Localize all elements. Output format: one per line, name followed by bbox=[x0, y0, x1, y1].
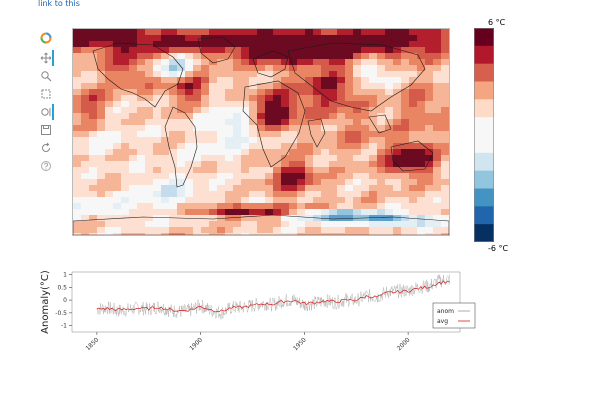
wheel-zoom-icon[interactable] bbox=[38, 104, 54, 120]
colorbar-step bbox=[474, 45, 494, 65]
y-tick-label: -0.5 bbox=[55, 310, 67, 317]
map-canvas bbox=[73, 29, 449, 235]
plot-frame bbox=[71, 271, 461, 333]
x-tick-label: 2000 bbox=[396, 336, 412, 352]
legend-entry-anom: anom bbox=[437, 308, 454, 315]
colorbar-step bbox=[474, 135, 494, 154]
color-bar bbox=[474, 28, 494, 242]
active-tool-indicator bbox=[52, 50, 54, 66]
land-outline bbox=[197, 36, 236, 64]
colorbar-step bbox=[474, 170, 494, 189]
chart-legend: anom avg bbox=[432, 302, 476, 329]
y-tick-label: 0.5 bbox=[57, 284, 67, 291]
y-tick-label: 1 bbox=[63, 272, 67, 279]
series-avg-line bbox=[96, 280, 450, 313]
colorbar-step bbox=[474, 188, 494, 207]
land-outline bbox=[287, 42, 426, 112]
box-zoom-icon[interactable] bbox=[38, 68, 54, 84]
land-outline bbox=[242, 80, 306, 168]
land-outline bbox=[92, 42, 184, 108]
logo-icon[interactable] bbox=[38, 30, 54, 46]
land-outline bbox=[73, 214, 449, 235]
x-tick-label: 1950 bbox=[292, 336, 308, 352]
save-icon[interactable] bbox=[38, 122, 54, 138]
colorbar-step bbox=[474, 117, 494, 136]
active-scroll-indicator bbox=[52, 104, 54, 120]
x-tick-label: 1900 bbox=[188, 336, 204, 352]
colorbar-max-label: 6 °C bbox=[488, 18, 506, 27]
land-outline bbox=[368, 114, 392, 134]
temperature-anomaly-map[interactable] bbox=[72, 28, 450, 236]
y-tick-label: 0 bbox=[63, 297, 67, 304]
x-tick-label: 1850 bbox=[85, 336, 101, 352]
pan-icon[interactable] bbox=[38, 50, 54, 66]
colorbar-step bbox=[474, 63, 494, 82]
legend-entry-avg: avg bbox=[437, 318, 448, 325]
colorbar-step bbox=[474, 224, 494, 242]
land-outline bbox=[390, 140, 434, 172]
colorbar-step bbox=[474, 28, 494, 47]
coastlines bbox=[73, 36, 449, 235]
land-outline bbox=[164, 106, 198, 188]
reset-icon[interactable] bbox=[38, 140, 54, 156]
land-outline bbox=[307, 118, 326, 148]
colorbar-step bbox=[474, 152, 494, 172]
y-tick-label: -1 bbox=[61, 323, 67, 330]
colorbar-step bbox=[474, 99, 494, 118]
link-to-this[interactable]: link to this bbox=[38, 0, 80, 8]
series-anom-line bbox=[96, 274, 450, 320]
y-axis-label: Anomaly(°C) bbox=[40, 270, 51, 334]
colorbar-step bbox=[474, 206, 494, 225]
colorbar-border bbox=[474, 28, 494, 242]
help-icon[interactable] bbox=[38, 158, 54, 174]
box-select-icon[interactable] bbox=[38, 86, 54, 102]
colorbar-step bbox=[474, 81, 494, 100]
colorbar-min-label: -6 °C bbox=[488, 244, 509, 253]
land-outline bbox=[252, 50, 289, 78]
heat-field bbox=[73, 29, 449, 235]
anomaly-timeseries-chart: -1 -0.5 0 0.5 1 1850 1900 1950 2000 Anomaly(°C) an… bbox=[40, 270, 476, 352]
